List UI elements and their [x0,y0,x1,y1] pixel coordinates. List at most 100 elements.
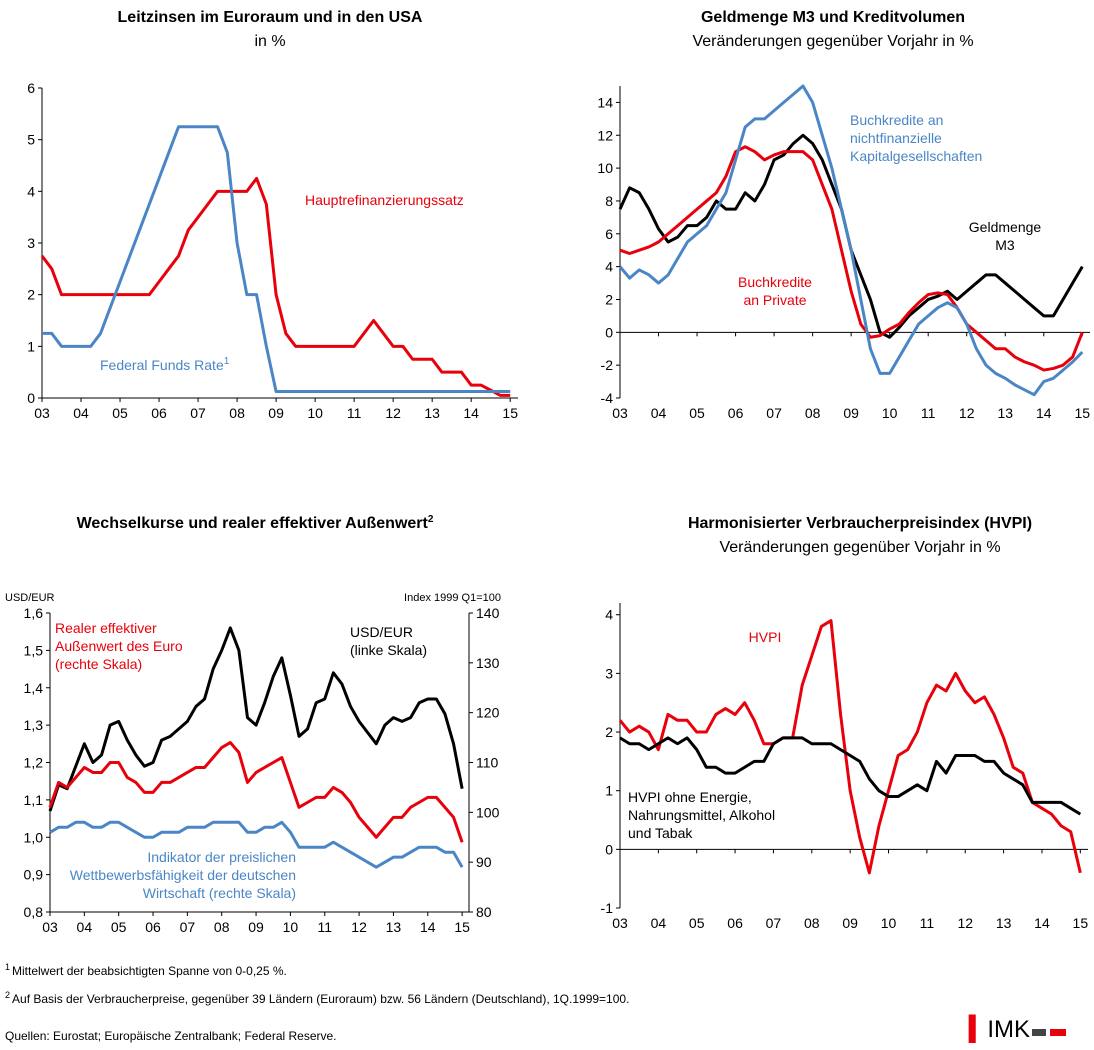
x-tick-label: 06 [728,405,744,421]
series-line [40,176,511,397]
x-tick-label: 11 [920,915,935,931]
x-tick-label: 04 [651,915,667,931]
footnote-marker: 1 [5,962,10,972]
x-tick-label: 05 [689,405,705,421]
series-label-note: 1 [224,356,230,367]
x-tick-label: 10 [882,405,898,421]
series-label: HVPI ohne Energie, Nahrungsmittel, Alkoho… [628,789,775,841]
x-tick-label: 09 [268,405,284,421]
y-tick-label: 1,1 [24,792,44,808]
series-line [48,741,464,843]
series-label: Buchkredite an Private [738,274,812,308]
x-tick-label: 06 [151,405,167,421]
series-label-text: Federal Funds Rate [100,357,224,373]
chart-subtitle: Veränderungen gegenüber Vorjahr in % [692,33,973,50]
x-tick-label: 05 [111,919,127,935]
y2-tick-label: 110 [476,755,499,771]
title-text: Harmonisierter Verbraucherpreisindex (HV… [688,515,1032,532]
x-tick-label: 14 [1034,915,1050,931]
x-tick-label: 14 [463,405,479,421]
y-tick-label: -2 [601,357,614,373]
y-tick-label: -4 [601,390,614,406]
x-tick-label: 12 [385,405,401,421]
y-tick-label: 3 [27,235,35,251]
series-label: Buchkredite an nichtfinanzielle Kapitalges… [850,112,982,164]
title-text: Wechselkurse und realer effektiver Außen… [77,515,429,532]
x-tick-label: 03 [42,919,58,935]
x-tick-label: 15 [454,919,470,935]
y2-tick-label: 120 [476,705,500,721]
x-tick-label: 08 [805,405,821,421]
y2-tick-label: 80 [476,904,492,920]
y-tick-label: 1,4 [24,680,44,696]
x-tick-label: 03 [612,915,628,931]
y-tick-label: 5 [27,132,35,148]
x-tick-label: 11 [347,405,362,421]
y-tick-label: -1 [601,900,614,916]
chart-title: Leitzinsen im Euroraum und in den USA [118,9,423,26]
y-tick-label: 1,5 [24,642,44,658]
y-tick-label: 0,9 [24,867,44,883]
x-tick-label: 07 [766,915,782,931]
series-label: Federal Funds Rate1 [100,356,230,373]
x-tick-label: 12 [957,915,973,931]
series-label: Hauptrefinanzierungssatz [305,192,464,208]
y-tick-label: 4 [27,183,35,199]
y2-tick-label: 100 [476,804,500,820]
y-tick-label: 2 [605,724,613,740]
x-tick-label: 13 [996,915,1012,931]
x-tick-label: 14 [420,919,436,935]
series-line [48,626,464,812]
logo-bar: ▍ [968,1014,987,1043]
x-tick-label: 09 [248,919,264,935]
y-tick-label: 0 [605,841,613,857]
y2-tick-label: 130 [476,655,500,671]
series-label: Geldmenge M3 [969,219,1042,253]
y-tick-label: 14 [597,94,613,110]
y-tick-label: 1 [27,338,35,354]
series-label: Indikator der preislichen Wettbewerbsfähi… [70,849,296,901]
footnote-text: Auf Basis der Verbraucherpreise, gegenüb… [12,992,629,1006]
chart-title: Geldmenge M3 und Kreditvolumen [701,9,965,26]
x-tick-label: 15 [1075,405,1091,421]
x-tick-label: 03 [612,405,628,421]
logo: ▍IMK [968,1014,1030,1043]
series-line [618,619,1082,875]
series-label: HVPI [749,629,782,645]
y-tick-label: 0 [27,390,35,406]
x-tick-label: 03 [34,405,50,421]
x-tick-label: 13 [997,405,1013,421]
x-tick-label: 04 [73,405,89,421]
x-tick-label: 12 [351,919,367,935]
x-tick-label: 07 [190,405,206,421]
y-tick-label: 1,0 [24,829,44,845]
y-tick-label: 12 [597,127,613,143]
y-tick-label: 1,6 [24,605,44,621]
series-line [618,84,1084,397]
x-tick-label: 08 [804,915,820,931]
x-tick-label: 06 [145,919,161,935]
x-tick-label: 12 [959,405,975,421]
x-tick-label: 13 [386,919,402,935]
x-tick-label: 10 [307,405,323,421]
footnote: 1 Mittelwert der beabsichtigten Spanne vo… [5,962,287,978]
chart-title: Harmonisierter Verbraucherpreisindex (HV… [688,515,1032,532]
footnote: 2 Auf Basis der Verbraucherpreise, gegenü… [5,990,629,1006]
y-tick-label: 0 [605,324,613,340]
series-line [42,125,511,394]
y-tick-label: 4 [605,259,613,275]
y2-tick-label: 140 [476,605,500,621]
x-tick-label: 15 [1073,915,1089,931]
logo-text: IMK [987,1016,1030,1043]
series-line [619,145,1084,372]
y-tick-label: 6 [605,226,613,242]
x-tick-label: 09 [843,405,859,421]
y-tick-label: 3 [605,665,613,681]
footnote-text: Mittelwert der beabsichtigten Spanne von… [12,964,287,978]
logo-mark [1032,1029,1046,1036]
y-tick-label: 10 [597,160,613,176]
x-tick-label: 11 [921,405,936,421]
y-tick-label: 6 [27,80,35,96]
y-tick-label: 1,2 [24,755,44,771]
y-tick-label: 2 [27,287,35,303]
